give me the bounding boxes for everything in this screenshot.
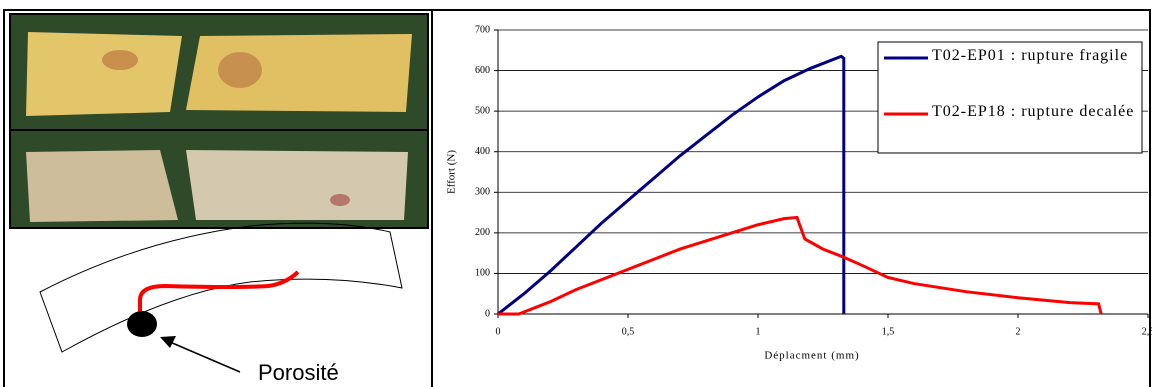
frame — [3, 9, 1151, 387]
annotation: Porosité — [258, 360, 339, 385]
x-tick-label: 0,5 — [622, 326, 635, 337]
x-tick-label: 1,5 — [882, 326, 895, 337]
x-tick-label: 0 — [496, 326, 501, 337]
specimen — [26, 150, 178, 222]
y-tick-label: 300 — [475, 187, 490, 198]
y-tick-label: 700 — [475, 24, 490, 35]
stain — [330, 194, 350, 206]
y-tick-label: 600 — [475, 65, 490, 76]
x-tick-label: 1 — [756, 326, 761, 337]
y-tick-label: 200 — [475, 227, 490, 238]
legend-label: T02-EP18 : rupture decalée — [932, 103, 1135, 120]
arrow-head — [160, 336, 176, 348]
crack — [138, 270, 300, 318]
specimen — [186, 150, 408, 220]
y-tick-label: 400 — [475, 146, 490, 157]
x-axis-label: Déplacment (mm) — [764, 350, 859, 362]
porosity — [127, 311, 157, 337]
x-tick-label: 2,5 — [1142, 326, 1152, 337]
y-tick-label: 0 — [485, 308, 490, 319]
legend — [877, 41, 1143, 154]
y-tick-label: 500 — [475, 105, 490, 116]
specimen — [26, 32, 182, 116]
stain — [218, 52, 262, 88]
data-line — [497, 54, 846, 316]
stain — [102, 50, 138, 70]
arrow — [169, 341, 241, 373]
y-tick-label: 100 — [475, 268, 490, 279]
diagram-band — [39, 222, 403, 353]
x-tick-label: 2 — [1016, 326, 1021, 337]
data-line — [498, 215, 1103, 316]
legend-label: T02-EP01 : rupture fragile — [932, 47, 1129, 64]
y-axis-label: Effort (N) — [446, 150, 458, 194]
